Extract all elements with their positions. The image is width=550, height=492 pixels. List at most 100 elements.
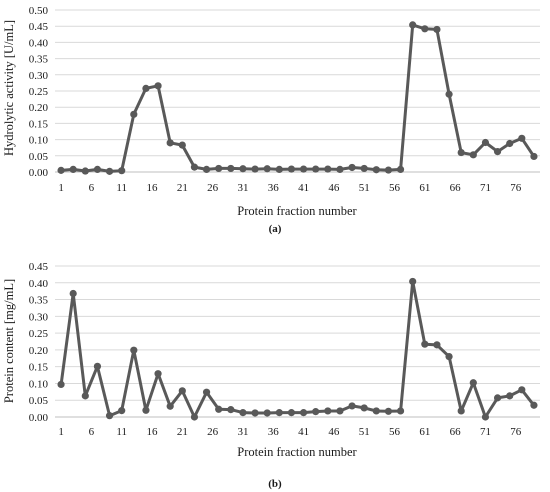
data-point-b (421, 340, 429, 348)
x-axis-title-b: Protein fraction number (237, 445, 357, 459)
data-point-a (530, 152, 538, 161)
y-tick-label-b: 0.20 (29, 345, 49, 357)
x-tick-label-a: 21 (177, 182, 188, 194)
data-point-b (287, 409, 296, 417)
x-tick-label-a: 46 (328, 182, 340, 194)
x-tick-label-a: 11 (116, 182, 127, 194)
y-ticks-b: 0.00 0.05 0.10 0.15 0.20 0.25 0.30 0.35 0.40 0.45 (29, 261, 49, 424)
data-point-b (81, 392, 89, 400)
data-point-a (506, 139, 514, 148)
y-tick-label-a: 0.25 (29, 86, 49, 98)
data-point-a (57, 166, 65, 174)
data-point-a (118, 167, 126, 175)
data-point-b (493, 394, 502, 402)
data-point-b (445, 353, 453, 361)
data-point-a (251, 165, 259, 173)
chart-panel-b: 0.00 0.05 0.10 0.15 0.20 0.25 0.30 0.35 0.40 0.45… (2, 261, 540, 490)
data-point-b (227, 406, 235, 414)
data-point-b (105, 412, 114, 420)
data-point-a (518, 134, 526, 142)
y-axis-title-b: Protein content [mg/mL] (2, 279, 16, 403)
data-point-b (239, 409, 247, 417)
series-a (57, 21, 538, 175)
data-point-b (506, 392, 514, 400)
y-axis-title-a: Hydrolytic activity [U/mL] (2, 20, 16, 156)
data-point-b (324, 407, 332, 415)
data-point-a (493, 147, 502, 156)
y-tick-label-a: 0.30 (29, 70, 49, 82)
x-tick-label-a: 1 (58, 182, 64, 194)
x-tick-label-a: 66 (450, 182, 462, 194)
x-tick-label-b: 56 (389, 426, 401, 438)
x-tick-label-b: 71 (480, 426, 491, 438)
data-point-a (239, 165, 247, 173)
data-point-a (433, 25, 441, 34)
x-tick-label-b: 61 (419, 426, 430, 438)
x-axis-title-a: Protein fraction number (237, 204, 357, 218)
series-line-b (59, 279, 536, 419)
series-line-a (60, 23, 536, 173)
data-point-a (360, 164, 368, 173)
data-point-b (299, 409, 308, 417)
data-point-a (457, 148, 465, 157)
data-point-b (409, 277, 417, 286)
data-point-b (469, 379, 477, 387)
y-tick-label-b: 0.35 (29, 295, 49, 307)
data-point-b (57, 380, 65, 389)
data-point-a (154, 82, 162, 90)
data-point-a (93, 165, 102, 174)
x-tick-label-a: 26 (207, 182, 219, 194)
data-point-a (178, 141, 186, 149)
y-tick-label-b: 0.25 (29, 328, 49, 340)
y-tick-label-b: 0.00 (29, 412, 49, 424)
data-point-b (166, 402, 174, 410)
data-point-a (202, 165, 211, 174)
data-point-b (433, 341, 441, 349)
x-tick-label-b: 36 (268, 426, 280, 438)
x-tick-label-a: 71 (480, 182, 491, 194)
grid-lines-a (55, 9, 540, 173)
data-point-a (215, 164, 223, 173)
x-tick-label-a: 31 (237, 182, 248, 194)
data-point-a (445, 90, 453, 98)
data-point-a (324, 165, 332, 173)
y-tick-label-a: 0.10 (29, 135, 49, 147)
x-tick-label-b: 66 (450, 426, 462, 438)
data-point-a (312, 165, 320, 173)
data-point-a (166, 139, 174, 147)
data-point-a (227, 164, 235, 173)
x-tick-label-b: 41 (298, 426, 309, 438)
x-tick-label-a: 61 (419, 182, 430, 194)
x-tick-label-b: 51 (359, 426, 370, 438)
x-tick-label-a: 36 (268, 182, 280, 194)
y-tick-label-b: 0.05 (29, 395, 49, 407)
data-point-b (178, 387, 186, 395)
x-tick-label-a: 6 (89, 182, 95, 194)
x-ticks-b: 1 6 11 16 21 26 31 36 41 46 51 56 61 66 71 76 (58, 426, 521, 438)
data-point-b (518, 386, 526, 394)
data-point-b (190, 413, 199, 421)
x-tick-label-b: 1 (58, 426, 64, 438)
y-tick-label-a: 0.50 (29, 5, 49, 17)
data-point-a (372, 166, 380, 174)
y-tick-label-a: 0.40 (29, 37, 49, 49)
data-point-a (142, 84, 150, 93)
x-tick-label-b: 11 (116, 426, 127, 438)
data-point-b (348, 402, 356, 410)
y-tick-label-b: 0.45 (29, 261, 49, 273)
y-tick-label-b: 0.10 (29, 378, 49, 390)
x-tick-label-a: 56 (389, 182, 401, 194)
data-point-b (372, 407, 380, 415)
y-tick-label-a: 0.00 (29, 167, 49, 179)
data-point-b (215, 405, 223, 413)
series-b (57, 277, 538, 421)
data-point-a (421, 25, 429, 33)
x-tick-label-a: 41 (298, 182, 309, 194)
y-tick-label-a: 0.35 (29, 54, 49, 66)
data-point-b (312, 408, 320, 416)
data-point-b (275, 409, 283, 417)
x-tick-label-a: 16 (147, 182, 159, 194)
y-tick-label-b: 0.30 (29, 311, 49, 323)
data-point-a (190, 163, 199, 171)
